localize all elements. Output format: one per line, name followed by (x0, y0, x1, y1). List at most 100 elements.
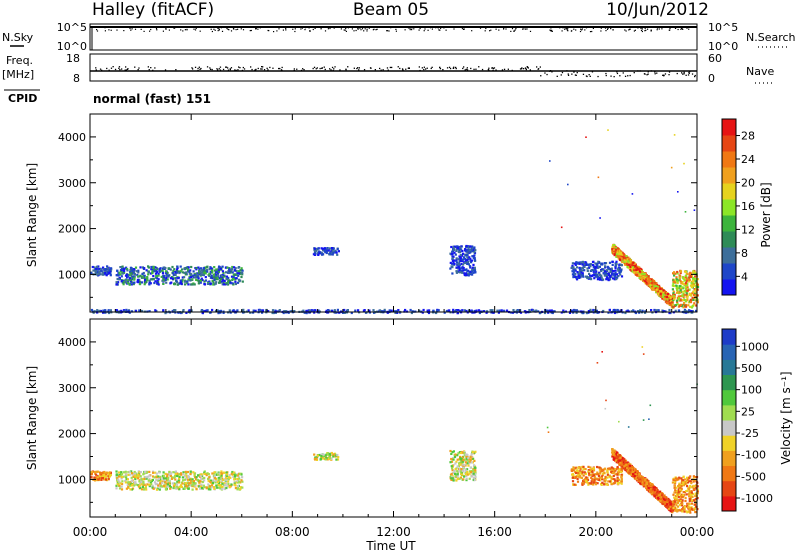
echo-cell (109, 309, 112, 312)
echo-cell (192, 274, 195, 278)
echo-cell (696, 278, 699, 281)
echo-cell (668, 300, 671, 303)
echo-cell (188, 270, 191, 273)
echo-cell (690, 282, 693, 285)
nave-dot (527, 67, 529, 69)
echo-cell (453, 455, 457, 459)
echo-cell (180, 473, 183, 476)
echo-cell (610, 475, 613, 478)
echo-cell (607, 467, 610, 470)
echo-cell (102, 473, 105, 477)
echo-cell (689, 298, 692, 301)
echo-cell (200, 277, 203, 280)
echo-cell (597, 266, 600, 269)
echo-cell (206, 472, 209, 475)
echo-cell (124, 479, 127, 483)
echo-cell (148, 283, 151, 286)
echo-cell (457, 452, 460, 455)
echo-cell (208, 272, 211, 275)
nsearch-tick-bottom: 10^0 (708, 40, 738, 53)
echo-cell (164, 278, 167, 281)
nave-tick-top: 60 (708, 52, 722, 65)
nsky-dot (566, 29, 568, 31)
echo-cell (194, 478, 198, 481)
echo-cell (592, 469, 596, 472)
nave-dot (330, 69, 332, 71)
echo-cell (164, 477, 167, 480)
echo-cell (123, 471, 126, 474)
echo-cell (237, 270, 240, 273)
echo-cell (572, 267, 575, 270)
echo-cell (275, 310, 278, 313)
echo-cell (450, 460, 454, 463)
echo-cell (183, 276, 186, 279)
echo-cell (121, 265, 124, 268)
echo-cell (677, 297, 680, 300)
nsky-dot (230, 30, 233, 32)
echo-cell (570, 266, 573, 269)
echo-cell (327, 457, 330, 460)
echo-cell (124, 280, 127, 283)
echo-cell (157, 477, 161, 480)
nave-dot (540, 75, 542, 77)
echo-cell (661, 297, 664, 300)
echo-cell (176, 283, 179, 286)
nave-dot (439, 68, 442, 70)
echo-cell (159, 478, 162, 481)
echo-cell (672, 293, 675, 296)
nsky-dot (561, 30, 563, 32)
echo-cell (428, 309, 431, 312)
echo-cell (124, 470, 127, 473)
nave-dot (237, 69, 239, 71)
echo-cell (105, 471, 108, 474)
echo-cell (427, 311, 431, 315)
nave-dot (280, 69, 283, 71)
echo-cell (136, 477, 140, 480)
echo-cell (672, 290, 675, 293)
echo-cell (576, 278, 579, 281)
echo-cell (684, 282, 687, 285)
echo-cell (161, 477, 164, 480)
nave-dot (229, 69, 231, 71)
echo-cell (319, 458, 322, 461)
nave-dot (300, 69, 303, 72)
echo-cell (461, 260, 464, 263)
echo-cell (388, 309, 391, 312)
echo-cell (685, 310, 688, 313)
echo-cell (222, 471, 225, 474)
echo-cell (282, 311, 285, 315)
echo-cell (463, 475, 466, 478)
echo-cell (474, 469, 477, 472)
echo-cell (241, 273, 244, 276)
echo-cell (117, 274, 120, 277)
echo-cell (667, 302, 670, 305)
echo-cell (670, 506, 674, 509)
nave-dot (418, 66, 420, 68)
echo-cell (641, 309, 644, 312)
nsky-dot (453, 28, 455, 30)
echo-cell (453, 251, 456, 254)
echo-cell (615, 253, 618, 256)
echo-cell (178, 475, 181, 479)
nsky-dot (329, 27, 331, 30)
echo-cell (581, 471, 584, 474)
echo-cell (572, 271, 575, 274)
echo-cell (97, 265, 100, 268)
echo-cell (614, 252, 617, 255)
echo-cell (592, 308, 595, 312)
echo-cell (691, 305, 694, 308)
echo-cell (693, 296, 696, 300)
echo-cell (141, 485, 144, 488)
echo-cell (601, 478, 604, 481)
echo-cell (467, 274, 470, 277)
echo-cell (583, 269, 586, 272)
echo-cell (468, 472, 471, 475)
nave-dot (694, 74, 696, 77)
echo-cell (572, 466, 575, 469)
echo-cell (321, 247, 324, 250)
nsky-dot (129, 27, 131, 30)
echo-cell (456, 246, 459, 250)
echo-cell (432, 310, 435, 313)
nsky-dot (314, 27, 316, 29)
nsky-dot (495, 28, 497, 30)
